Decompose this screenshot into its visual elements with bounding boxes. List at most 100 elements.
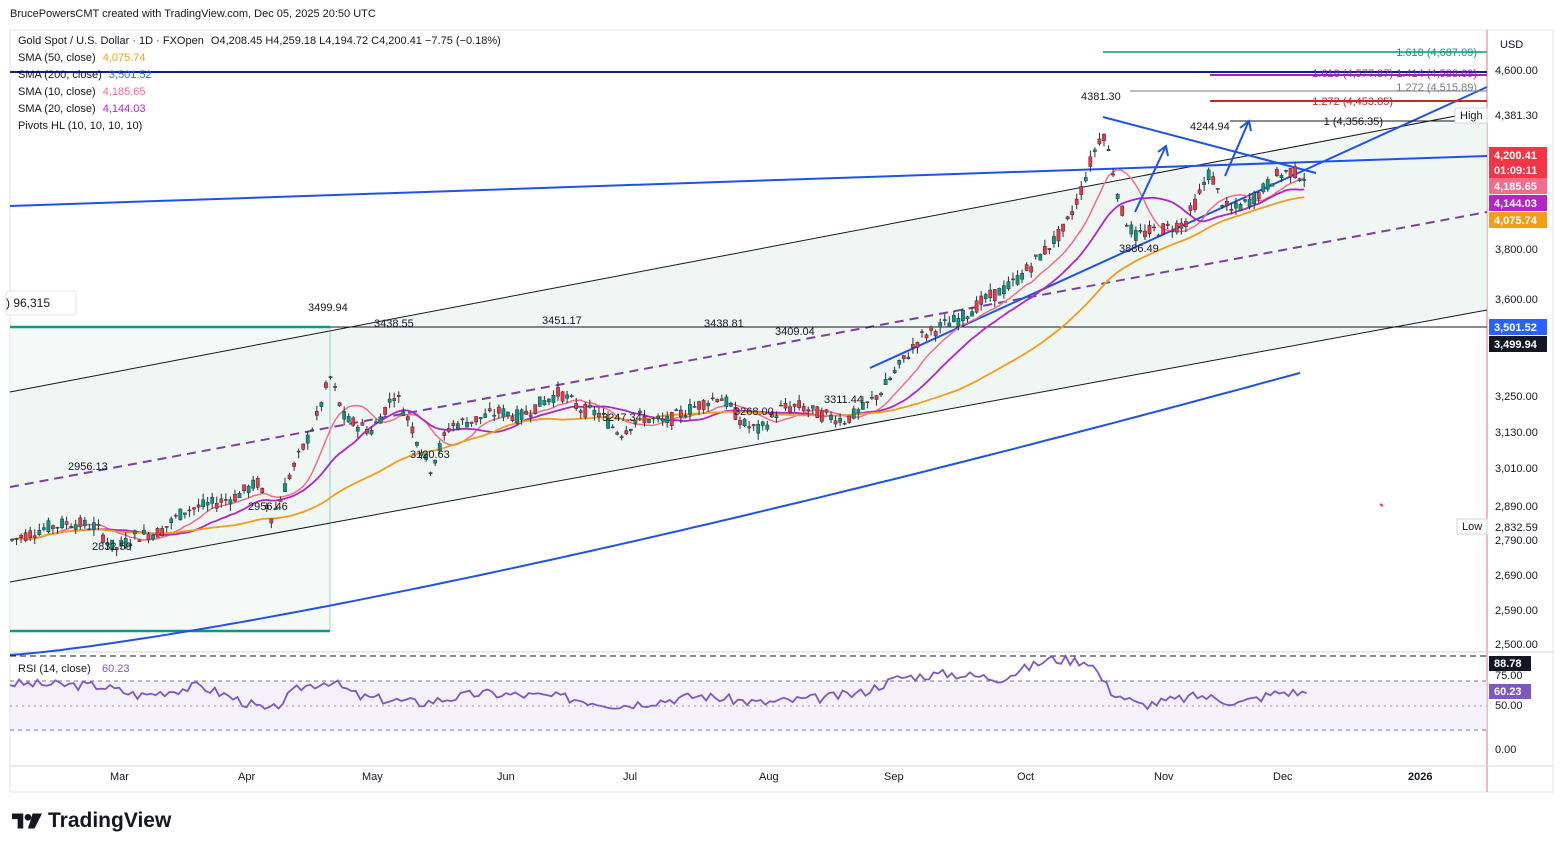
fib-label: 1.272 (4,515.89): [1396, 82, 1477, 94]
symbol-title[interactable]: Gold Spot / U.S. Dollar · 1D · FXOpen: [18, 35, 204, 47]
candle-body: [451, 422, 456, 426]
candle-body: [1206, 169, 1211, 181]
candle-body: [474, 416, 478, 423]
tradingview-logo[interactable]: TradingView: [12, 809, 171, 833]
candle-body: [729, 403, 733, 407]
sma10-value: 4,185.65: [102, 86, 146, 98]
candle-body: [137, 539, 142, 542]
candle-body: [874, 395, 879, 400]
price-tag: [1489, 319, 1547, 335]
candle-body: [242, 484, 246, 492]
candle-body: [169, 518, 174, 524]
sma20-legend[interactable]: SMA (20, close) 4,144.03: [18, 103, 146, 115]
candle-body: [392, 398, 397, 401]
price-tick: 2,790.00: [1495, 535, 1538, 547]
symbol-legend: Gold Spot / U.S. Dollar · 1D · FXOpen O4…: [18, 35, 501, 47]
candle-body: [387, 398, 392, 403]
candle-body: [938, 322, 943, 328]
time-label: Nov: [1154, 771, 1174, 783]
candle-body: [28, 530, 33, 538]
candle-body: [301, 443, 306, 450]
candle-body: [205, 502, 210, 506]
candle-body: [246, 485, 251, 493]
candle-body: [883, 379, 888, 385]
sma50-legend[interactable]: SMA (50, close) 4,075.74: [18, 52, 146, 64]
candle-body: [46, 520, 51, 533]
price-tick: 4,600.00: [1495, 65, 1538, 77]
candle-body: [1102, 134, 1106, 142]
price-tag-text: 01:09:11: [1494, 165, 1537, 177]
tradingview-logo-icon: [12, 813, 42, 829]
candle-body: [765, 424, 770, 430]
candle-body: [406, 416, 410, 421]
candle-body: [692, 406, 697, 408]
candle-body: [351, 417, 356, 426]
price-tick: 3,130.00: [1495, 427, 1538, 439]
candle-body: [715, 399, 720, 402]
candle-body: [1238, 204, 1243, 211]
candle-body: [269, 518, 274, 524]
candle-body: [1124, 225, 1129, 227]
candle-body: [1061, 223, 1065, 232]
candle-body: [997, 288, 1002, 296]
candle-body: [224, 499, 228, 501]
candle-body: [14, 538, 19, 540]
candle-body: [1079, 185, 1084, 195]
candle-body: [519, 409, 524, 420]
candle-body: [1211, 176, 1216, 185]
high-tag: High: [1454, 107, 1488, 124]
candle-body: [820, 410, 824, 422]
candle-body: [697, 401, 701, 410]
candle-body: [515, 409, 519, 424]
candle-body: [992, 289, 997, 301]
candle-body: [333, 386, 337, 388]
candle-body: [460, 418, 465, 421]
candle-body: [501, 408, 506, 418]
candle-body: [428, 472, 433, 474]
sma10-legend[interactable]: SMA (10, close) 4,185.65: [18, 86, 146, 98]
candle-body: [324, 382, 328, 388]
volume-label: ) 96,315: [6, 296, 50, 310]
candle-body: [537, 396, 542, 407]
candle-body: [847, 415, 852, 423]
candle-body: [278, 498, 283, 502]
candle-body: [105, 542, 110, 546]
fib-label: 1.618 (4,687.09): [1396, 47, 1477, 59]
candle-body: [560, 391, 565, 402]
candle-body: [305, 434, 310, 444]
candle-body: [901, 355, 906, 359]
candle-body: [824, 409, 829, 413]
candle-body: [610, 426, 615, 429]
candle-body: [588, 404, 592, 408]
candle-body: [342, 411, 346, 420]
price-tick: 3,010.00: [1495, 463, 1538, 475]
candle-body: [851, 408, 856, 419]
candle-body: [187, 509, 192, 512]
candle-body: [60, 518, 64, 528]
candle-body: [1247, 198, 1252, 207]
candle-body: [92, 522, 96, 530]
pivot-label: 2956.46: [248, 501, 288, 513]
rsi-line: [9, 654, 1308, 711]
candle-body: [1170, 230, 1175, 233]
candle-body: [410, 426, 415, 434]
candle-body: [783, 403, 788, 409]
sma200-legend[interactable]: SMA (200, close) 3,501.52: [18, 69, 152, 81]
price-tag-text: 4,200.41: [1494, 150, 1537, 162]
candle-body: [424, 453, 428, 460]
candle-body: [1270, 183, 1275, 187]
candle-body: [155, 528, 160, 538]
candlesticks: [10, 132, 1307, 557]
price-tags: 4,381.30 4,200.41 01:09:11 4,185.65 4,144.03…: [1489, 110, 1547, 534]
candle-body: [1234, 202, 1238, 209]
candle-body: [683, 415, 688, 418]
candle-body: [870, 396, 874, 399]
candle-body: [911, 344, 915, 348]
sma-200-line: [9, 371, 1301, 656]
candle-body: [551, 394, 556, 403]
pivots-legend[interactable]: Pivots HL (10, 10, 10, 10): [18, 120, 143, 132]
candle-body: [1174, 222, 1179, 233]
candle-body: [87, 528, 92, 531]
pivot-label: 3268.00: [734, 406, 774, 418]
